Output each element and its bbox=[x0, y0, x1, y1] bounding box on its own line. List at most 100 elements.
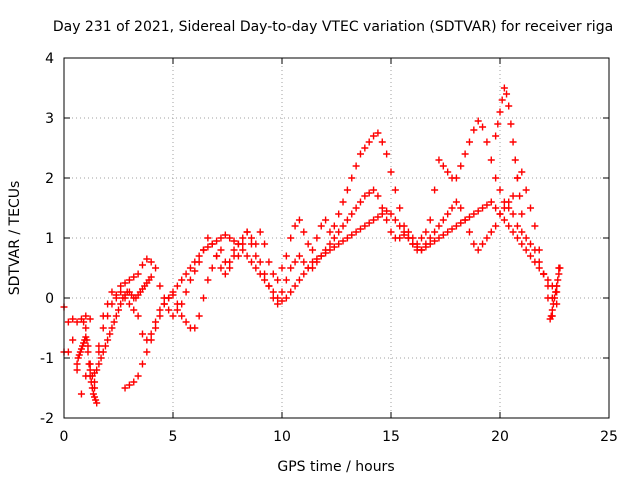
data-point bbox=[99, 324, 107, 332]
data-point bbox=[239, 246, 247, 254]
data-point bbox=[343, 216, 351, 224]
data-point bbox=[465, 228, 473, 236]
data-point bbox=[256, 270, 264, 278]
data-point bbox=[156, 282, 164, 290]
data-point bbox=[278, 264, 286, 272]
data-point bbox=[431, 228, 439, 236]
data-point bbox=[83, 336, 91, 344]
data-point bbox=[82, 312, 90, 320]
data-point bbox=[513, 174, 521, 182]
data-point bbox=[527, 240, 535, 248]
data-point bbox=[422, 228, 430, 236]
data-point bbox=[265, 282, 273, 290]
x-tick-label: 10 bbox=[273, 429, 291, 445]
data-point bbox=[138, 261, 146, 269]
data-point bbox=[287, 234, 295, 242]
data-point bbox=[444, 210, 452, 218]
data-point bbox=[191, 258, 199, 266]
data-point bbox=[182, 270, 190, 278]
data-point bbox=[352, 204, 360, 212]
data-point bbox=[156, 312, 164, 320]
data-point bbox=[444, 168, 452, 176]
data-point bbox=[500, 216, 508, 224]
data-point bbox=[112, 294, 120, 302]
y-tick-label: -1 bbox=[40, 351, 54, 367]
data-point bbox=[483, 138, 491, 146]
data-point bbox=[465, 138, 473, 146]
data-point bbox=[165, 294, 173, 302]
data-point bbox=[339, 237, 347, 245]
data-point bbox=[361, 192, 369, 200]
data-point bbox=[304, 240, 312, 248]
data-point bbox=[396, 204, 404, 212]
data-point bbox=[474, 246, 482, 254]
data-point bbox=[125, 276, 133, 284]
data-point bbox=[330, 243, 338, 251]
data-point bbox=[330, 234, 338, 242]
data-point bbox=[138, 330, 146, 338]
data-point bbox=[365, 138, 373, 146]
data-point bbox=[195, 252, 203, 260]
data-point bbox=[361, 144, 369, 152]
data-point bbox=[439, 162, 447, 170]
data-point bbox=[492, 174, 500, 182]
data-point bbox=[243, 252, 251, 260]
data-point bbox=[396, 234, 404, 242]
data-point bbox=[182, 288, 190, 296]
data-point bbox=[527, 204, 535, 212]
data-point bbox=[418, 234, 426, 242]
data-point bbox=[204, 243, 212, 251]
data-point bbox=[291, 222, 299, 230]
data-point bbox=[261, 240, 269, 248]
data-point bbox=[361, 222, 369, 230]
data-point bbox=[80, 318, 88, 326]
data-point bbox=[365, 189, 373, 197]
data-point bbox=[540, 270, 548, 278]
data-point bbox=[470, 126, 478, 134]
data-point bbox=[304, 264, 312, 272]
data-point bbox=[234, 240, 242, 248]
data-point bbox=[217, 264, 225, 272]
data-points bbox=[60, 84, 564, 407]
data-point bbox=[549, 300, 557, 308]
data-point bbox=[274, 300, 282, 308]
data-point bbox=[474, 117, 482, 125]
data-point bbox=[309, 246, 317, 254]
data-point bbox=[64, 318, 72, 326]
x-tick-label: 0 bbox=[60, 429, 69, 445]
data-point bbox=[444, 228, 452, 236]
data-point bbox=[186, 264, 194, 272]
data-point bbox=[265, 258, 273, 266]
data-point bbox=[134, 312, 142, 320]
data-point bbox=[156, 306, 164, 314]
y-tick-label: 2 bbox=[45, 171, 54, 187]
data-point bbox=[178, 312, 186, 320]
data-point bbox=[160, 300, 168, 308]
data-point bbox=[431, 186, 439, 194]
data-point bbox=[374, 213, 382, 221]
data-point bbox=[204, 276, 212, 284]
data-point bbox=[505, 102, 513, 110]
y-tick-label: 4 bbox=[45, 51, 54, 67]
data-point bbox=[300, 270, 308, 278]
data-point bbox=[511, 156, 519, 164]
data-point bbox=[313, 255, 321, 263]
data-point bbox=[88, 384, 96, 392]
data-point bbox=[104, 336, 112, 344]
data-point bbox=[487, 228, 495, 236]
data-point bbox=[383, 216, 391, 224]
data-point bbox=[535, 264, 543, 272]
data-point bbox=[200, 246, 208, 254]
data-point bbox=[287, 288, 295, 296]
data-point bbox=[553, 282, 561, 290]
data-point bbox=[130, 378, 138, 386]
data-point bbox=[522, 246, 530, 254]
data-point bbox=[465, 213, 473, 221]
data-point bbox=[343, 234, 351, 242]
data-point bbox=[86, 366, 94, 374]
data-point bbox=[479, 204, 487, 212]
data-point bbox=[221, 258, 229, 266]
data-point bbox=[365, 219, 373, 227]
data-point bbox=[522, 186, 530, 194]
data-point bbox=[356, 225, 364, 233]
